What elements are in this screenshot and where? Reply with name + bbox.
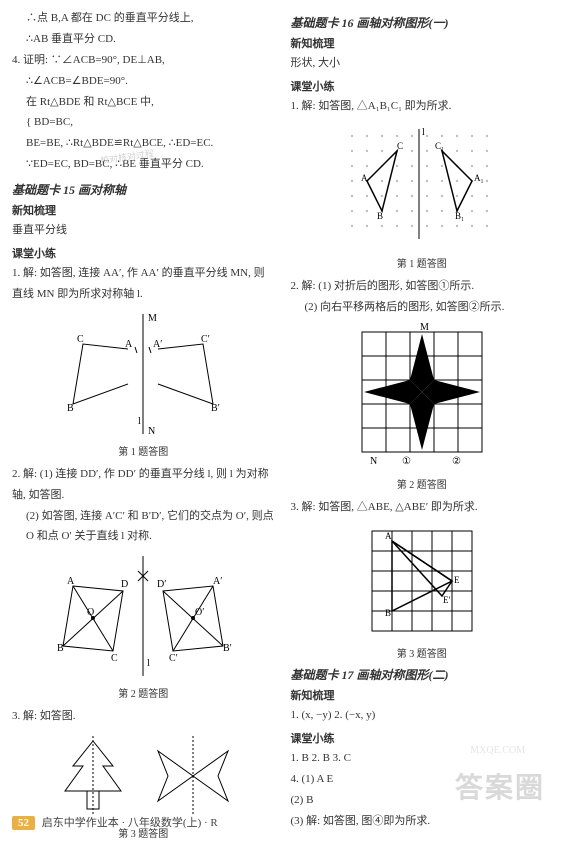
left-column: ∴点 B,A 都在 DC 的垂直平分线上, ∴AB 垂直平分 CD. 4. 证明… <box>12 8 275 846</box>
q3-text: 3. 解: 如答图. <box>12 706 275 727</box>
svg-text:C′: C′ <box>201 334 210 345</box>
card17-title: 基础题卡 17 画轴对称图形(二) <box>291 666 554 683</box>
svg-text:B: B <box>67 403 74 414</box>
page-footer: 52 启东中学作业本 · 八年级数学(上) · R <box>12 814 218 830</box>
proof-line: BE=BE, ∴Rt△BDE≌Rt△BCE, ∴ED=EC. <box>12 133 275 154</box>
svg-text:A₁: A₁ <box>474 173 484 183</box>
proof-line: ∴点 B,A 都在 DC 的垂直平分线上, <box>12 8 275 29</box>
ans1: 1. B 2. B 3. C <box>291 748 554 769</box>
q2a-text: 2. 解: (1) 连接 DD′, 作 DD′ 的垂直平分线 l, 则 l 为对… <box>12 464 275 506</box>
subhead-xinzhi: 新知梳理 <box>12 202 275 218</box>
svg-text:A: A <box>361 173 368 183</box>
left-fig2: l A D B C O D′ A′ C′ <box>12 551 275 681</box>
ans4b: (2) B <box>291 790 554 811</box>
right-fig3: A B E E′ <box>291 521 554 641</box>
left-fig2-caption: 第 2 题答图 <box>12 685 275 700</box>
right-fig2-caption: 第 2 题答图 <box>291 476 554 491</box>
svg-text:C: C <box>111 653 118 664</box>
svg-text:B′: B′ <box>223 643 232 654</box>
page-number: 52 <box>12 816 35 830</box>
svg-text:C: C <box>397 141 403 151</box>
right-fig1-caption: 第 1 题答图 <box>291 255 554 270</box>
footer-text: 启东中学作业本 · 八年级数学(上) · R <box>42 817 218 829</box>
proof-line: ∴∠ACB=∠BDE=90°. <box>12 71 275 92</box>
svg-text:N: N <box>370 456 377 467</box>
svg-text:E: E <box>454 575 460 585</box>
left-fig1: M N l A C B A′ C′ B′ <box>12 309 275 439</box>
svg-text:B₁: B₁ <box>455 211 464 221</box>
ans4c: (3) 解: 如答图, 图④即为所求. <box>291 811 554 832</box>
proof-line: ∵ED=EC, BD=BC, ∴BE 垂直平分 CD. <box>12 154 275 175</box>
svg-text:O′: O′ <box>195 607 204 618</box>
right-column: 基础题卡 16 画轴对称图形(一) 新知梳理 形状, 大小 课堂小练 1. 解:… <box>291 8 554 846</box>
card16-title: 基础题卡 16 画轴对称图形(一) <box>291 14 554 31</box>
right-fig3-caption: 第 3 题答图 <box>291 645 554 660</box>
svg-text:C′: C′ <box>169 653 178 664</box>
svg-text:②: ② <box>452 456 461 467</box>
left-fig3 <box>12 731 275 821</box>
svg-text:M: M <box>420 322 429 333</box>
subhead-xinzhi2: 新知梳理 <box>291 687 554 703</box>
svg-text:A′: A′ <box>153 339 162 350</box>
xinzhi-text: 垂直平分线 <box>12 220 275 241</box>
svg-text:D: D <box>121 579 128 590</box>
svg-text:C: C <box>77 334 84 345</box>
r-q2a: 2. 解: (1) 对折后的图形, 如答图①所示. <box>291 276 554 297</box>
svg-text:N: N <box>148 426 155 437</box>
left-fig1-caption: 第 1 题答图 <box>12 443 275 458</box>
svg-text:l: l <box>147 658 150 669</box>
svg-text:l: l <box>138 416 141 427</box>
right-fig1: l A C B A₁ C₁ B₁ <box>291 121 554 251</box>
proof-line: 4. 证明: ∵∠ACB=90°, DE⊥AB, <box>12 50 275 71</box>
subhead-ketang: 课堂小练 <box>12 245 275 261</box>
svg-text:C₁: C₁ <box>435 141 444 151</box>
xinzhi2-text: 1. (x, −y) 2. (−x, y) <box>291 705 554 726</box>
subhead-ketang-r: 课堂小练 <box>291 78 554 94</box>
svg-text:A: A <box>385 531 392 541</box>
q1-text: 1. 解: 如答图, 连接 AA′, 作 AA′ 的垂直平分线 MN, 则直线 … <box>12 263 275 305</box>
svg-text:A: A <box>125 339 133 350</box>
svg-text:M: M <box>148 313 157 324</box>
svg-text:l: l <box>422 127 425 138</box>
svg-text:O: O <box>87 607 94 618</box>
svg-text:B: B <box>385 608 391 618</box>
proof-line: { BD=BC, <box>12 112 275 133</box>
r-q2b: (2) 向右平移两格后的图形, 如答图②所示. <box>291 297 554 318</box>
svg-text:A′: A′ <box>213 576 222 587</box>
subhead-xinzhi-r: 新知梳理 <box>291 35 554 51</box>
right-fig2: M N ① ② <box>291 322 554 472</box>
svg-text:E′: E′ <box>443 595 450 605</box>
subhead-ketang2: 课堂小练 <box>291 730 554 746</box>
proof-line: ∴AB 垂直平分 CD. <box>12 29 275 50</box>
svg-text:B: B <box>377 211 383 221</box>
svg-text:B: B <box>57 643 64 654</box>
svg-text:B′: B′ <box>211 403 220 414</box>
svg-text:①: ① <box>402 456 411 467</box>
proof-line: 在 Rt△BDE 和 Rt△BCE 中, <box>12 92 275 113</box>
ans4a: 4. (1) A E <box>291 769 554 790</box>
svg-text:D′: D′ <box>157 579 166 590</box>
q2b-text: (2) 如答图, 连接 A′C′ 和 B′D′, 它们的交点为 O′, 则点 O… <box>12 506 275 548</box>
card15-title: 基础题卡 15 画对称轴 <box>12 181 275 198</box>
xinzhi-text-r: 形状, 大小 <box>291 53 554 74</box>
r-q3: 3. 解: 如答图, △ABE, △ABE′ 即为所求. <box>291 497 554 518</box>
svg-text:A: A <box>67 576 75 587</box>
r-q1: 1. 解: 如答图, △A₁B₁C₁ 即为所求. <box>291 96 554 117</box>
